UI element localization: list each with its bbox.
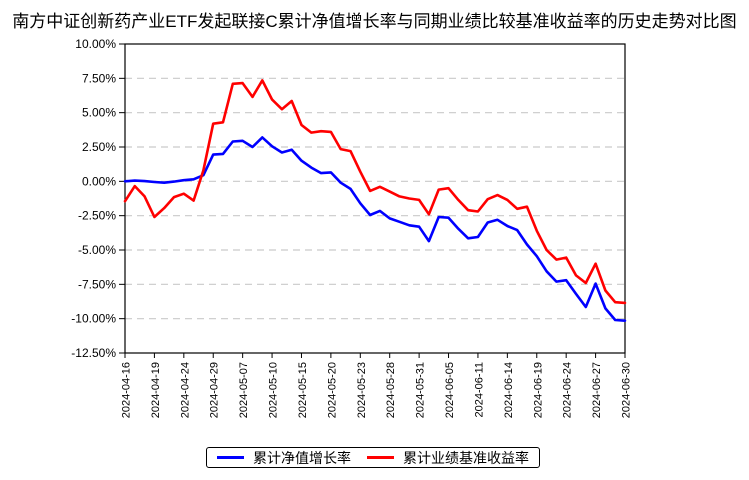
blue-line-swatch-icon [217,456,244,459]
y-axis-label: -7.50% [78,277,116,291]
y-axis-label: -10.00% [71,312,116,326]
x-axis-label: 2024-05-07 [238,362,250,418]
legend-label-nav-growth: 累计净值增长率 [253,449,351,466]
series-line-累计业绩基准收益率 [123,79,627,305]
x-axis-label: 2024-06-30 [621,362,633,418]
x-axis-label: 2024-06-24 [562,362,574,418]
x-axis-label: 2024-05-31 [415,362,427,418]
chart-plot-area: 10.00% 7.50% 5.00% 2.50% 0.00% -2.50% -5.00% -7… [71,37,633,418]
x-axis-label: 2024-05-23 [356,362,368,418]
y-axis-label: 7.50% [82,71,116,85]
x-axis-label: 2024-04-19 [150,362,162,418]
y-axis-label: -2.50% [78,209,116,223]
y-axis-label: -5.00% [78,243,116,257]
plot-border [124,43,626,354]
series-line-累计净值增长率 [123,136,627,323]
x-axis-label: 2024-06-14 [503,362,515,418]
x-axis-label: 2024-05-10 [268,362,280,418]
legend-label-benchmark-return: 累计业绩基准收益率 [403,449,529,466]
y-axis-label: -12.50% [71,346,116,360]
x-axis-label: 2024-06-11 [473,362,485,417]
y-axis-label: 5.00% [82,106,116,120]
x-axis-label: 2024-06-27 [591,362,603,418]
x-axis-label: 2024-06-19 [532,362,544,418]
x-axis-label: 2024-04-29 [209,362,221,418]
chart-title: 南方中证创新药产业ETF发起联接C累计净值增长率与同期业绩比较基准收益率的历史走… [12,12,737,31]
y-axis-label: 0.00% [82,174,116,188]
y-axis-label: 10.00% [75,37,116,51]
chart-legend: 累计净值增长率 累计业绩基准收益率 [206,447,540,468]
x-axis-label: 2024-04-16 [121,362,133,418]
legend-item-nav-growth: 累计净值增长率 [217,451,351,465]
red-line-swatch-icon [367,456,394,459]
legend-item-benchmark-return: 累计业绩基准收益率 [367,451,529,465]
x-axis-label: 2024-05-15 [297,362,309,418]
x-axis-label: 2024-06-05 [444,362,456,418]
x-axis-label: 2024-05-20 [326,362,338,418]
x-axis-label: 2024-04-24 [179,362,191,418]
y-axis-label: 2.50% [82,140,116,154]
x-axis-label: 2024-05-28 [385,362,397,418]
